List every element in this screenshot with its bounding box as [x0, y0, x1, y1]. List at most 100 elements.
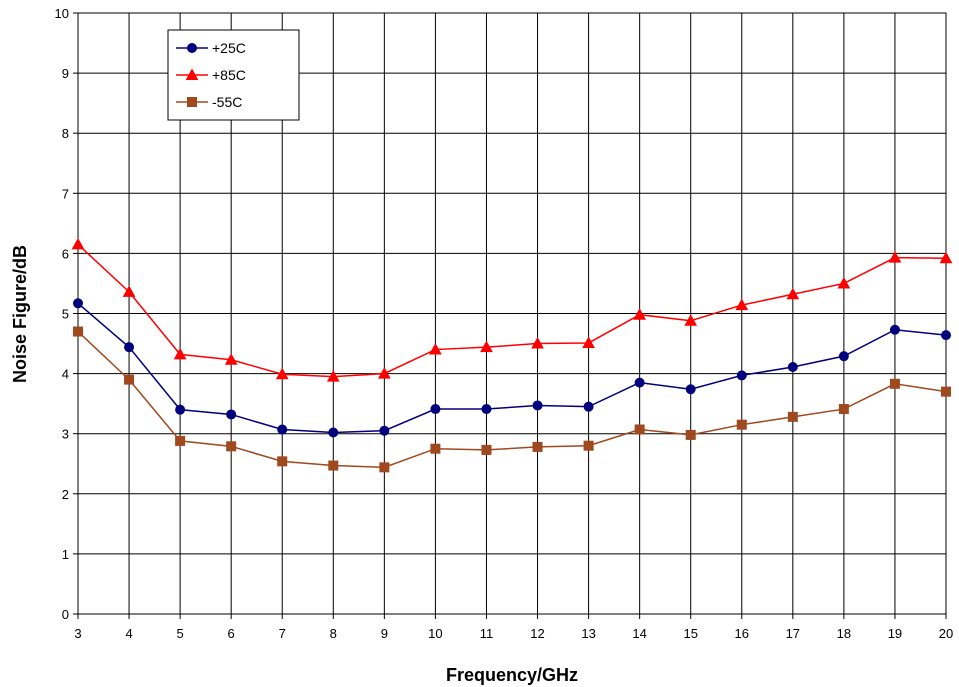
data-point-1-7	[429, 343, 442, 355]
x-tick-label-7: 10	[428, 626, 442, 641]
legend-label-0: +25C	[212, 40, 246, 56]
x-tick-label-5: 8	[330, 626, 337, 641]
data-point-0-6	[379, 425, 390, 436]
x-tick-label-11: 14	[632, 626, 646, 641]
y-tick-label-8: 8	[62, 126, 69, 141]
data-point-0-10	[583, 401, 594, 412]
x-tick-label-15: 18	[837, 626, 851, 641]
y-tick-label-1: 1	[62, 547, 69, 562]
data-point-1-4	[275, 367, 289, 380]
x-tick-label-3: 6	[228, 626, 235, 641]
data-point-2-4	[277, 456, 288, 467]
y-tick-label-4: 4	[62, 367, 69, 382]
data-point-2-10	[583, 440, 594, 451]
data-point-2-15	[838, 404, 849, 415]
x-tick-label-0: 3	[74, 626, 81, 641]
legend-marker-2	[187, 97, 197, 107]
data-point-1-13	[735, 298, 749, 311]
data-point-0-8	[481, 404, 492, 415]
y-tick-label-0: 0	[62, 607, 69, 622]
series-line-1	[77, 243, 947, 378]
data-point-0-9	[532, 400, 543, 411]
x-tick-label-9: 12	[530, 626, 544, 641]
series-line-2	[77, 330, 947, 469]
series-2	[73, 326, 951, 473]
data-point-1-10	[582, 336, 595, 348]
data-point-1-5	[326, 370, 340, 382]
x-tick-label-2: 5	[177, 626, 184, 641]
data-point-1-6	[378, 367, 391, 379]
data-point-1-2	[173, 347, 187, 360]
data-point-0-11	[634, 377, 645, 388]
data-point-2-1	[124, 374, 135, 385]
x-axis-title: Frequency/GHz	[446, 665, 578, 685]
data-point-0-4	[277, 424, 288, 435]
data-point-1-8	[480, 340, 493, 353]
x-tick-label-13: 16	[735, 626, 749, 641]
x-tick-label-8: 11	[480, 626, 494, 641]
x-tick-label-6: 9	[381, 626, 388, 641]
data-point-2-6	[379, 462, 390, 473]
data-point-0-16	[889, 324, 900, 335]
legend-marker-0	[187, 43, 197, 53]
y-tick-label-10: 10	[55, 6, 69, 21]
axis-ticks: 3 4 5 6 7 8 9 10 11 12 13 14 15 16 17 18 19 2001234567891…	[55, 6, 954, 641]
legend: +25C +85C -55C	[167, 29, 300, 121]
data-point-1-15	[837, 276, 851, 289]
legend-marker-1	[185, 68, 199, 80]
data-point-0-3	[226, 409, 237, 420]
data-point-0-5	[328, 427, 339, 438]
data-point-1-1	[122, 285, 136, 297]
data-point-0-13	[736, 370, 747, 381]
data-point-2-14	[787, 411, 798, 422]
data-point-1-16	[888, 251, 902, 263]
data-point-2-8	[481, 444, 492, 455]
x-tick-label-12: 15	[683, 626, 697, 641]
data-point-2-9	[532, 441, 543, 452]
series-0	[73, 298, 951, 438]
x-tick-label-14: 17	[786, 626, 800, 641]
data-point-1-17	[939, 251, 953, 264]
y-tick-label-7: 7	[62, 186, 69, 201]
data-point-2-13	[736, 419, 747, 430]
data-point-1-9	[531, 337, 544, 349]
y-tick-label-2: 2	[62, 487, 69, 502]
data-point-0-2	[175, 404, 186, 415]
data-point-2-17	[941, 386, 951, 397]
data-point-2-12	[685, 429, 696, 440]
y-tick-label-5: 5	[62, 307, 69, 322]
data-point-1-3	[224, 353, 238, 365]
data-point-1-12	[684, 314, 698, 326]
data-point-2-0	[73, 326, 83, 337]
data-point-2-7	[430, 443, 441, 454]
x-tick-label-16: 19	[888, 626, 902, 641]
data-point-0-1	[124, 342, 135, 353]
data-point-0-17	[941, 330, 951, 341]
y-tick-label-9: 9	[62, 66, 69, 81]
data-point-2-3	[226, 441, 237, 452]
data-point-1-11	[633, 308, 646, 320]
series-1	[71, 237, 953, 382]
data-point-2-11	[634, 424, 645, 435]
data-point-0-0	[73, 298, 83, 309]
legend-label-1: +85C	[212, 67, 246, 83]
data-point-1-14	[786, 287, 800, 300]
x-tick-label-17: 20	[939, 626, 953, 641]
data-point-2-5	[328, 460, 339, 471]
x-tick-label-10: 13	[581, 626, 595, 641]
x-tick-label-4: 7	[279, 626, 286, 641]
y-axis-title: Noise Figure/dB	[10, 245, 30, 383]
series-layer	[71, 237, 953, 473]
data-point-2-2	[175, 435, 186, 446]
series-line-0	[77, 302, 947, 434]
data-point-1-0	[71, 237, 85, 250]
data-point-0-14	[787, 361, 798, 372]
x-tick-label-1: 4	[125, 626, 132, 641]
data-point-0-7	[430, 404, 441, 415]
legend-label-2: -55C	[212, 94, 242, 110]
y-tick-label-6: 6	[62, 246, 69, 261]
data-point-2-16	[889, 378, 900, 389]
data-point-0-15	[838, 351, 849, 362]
